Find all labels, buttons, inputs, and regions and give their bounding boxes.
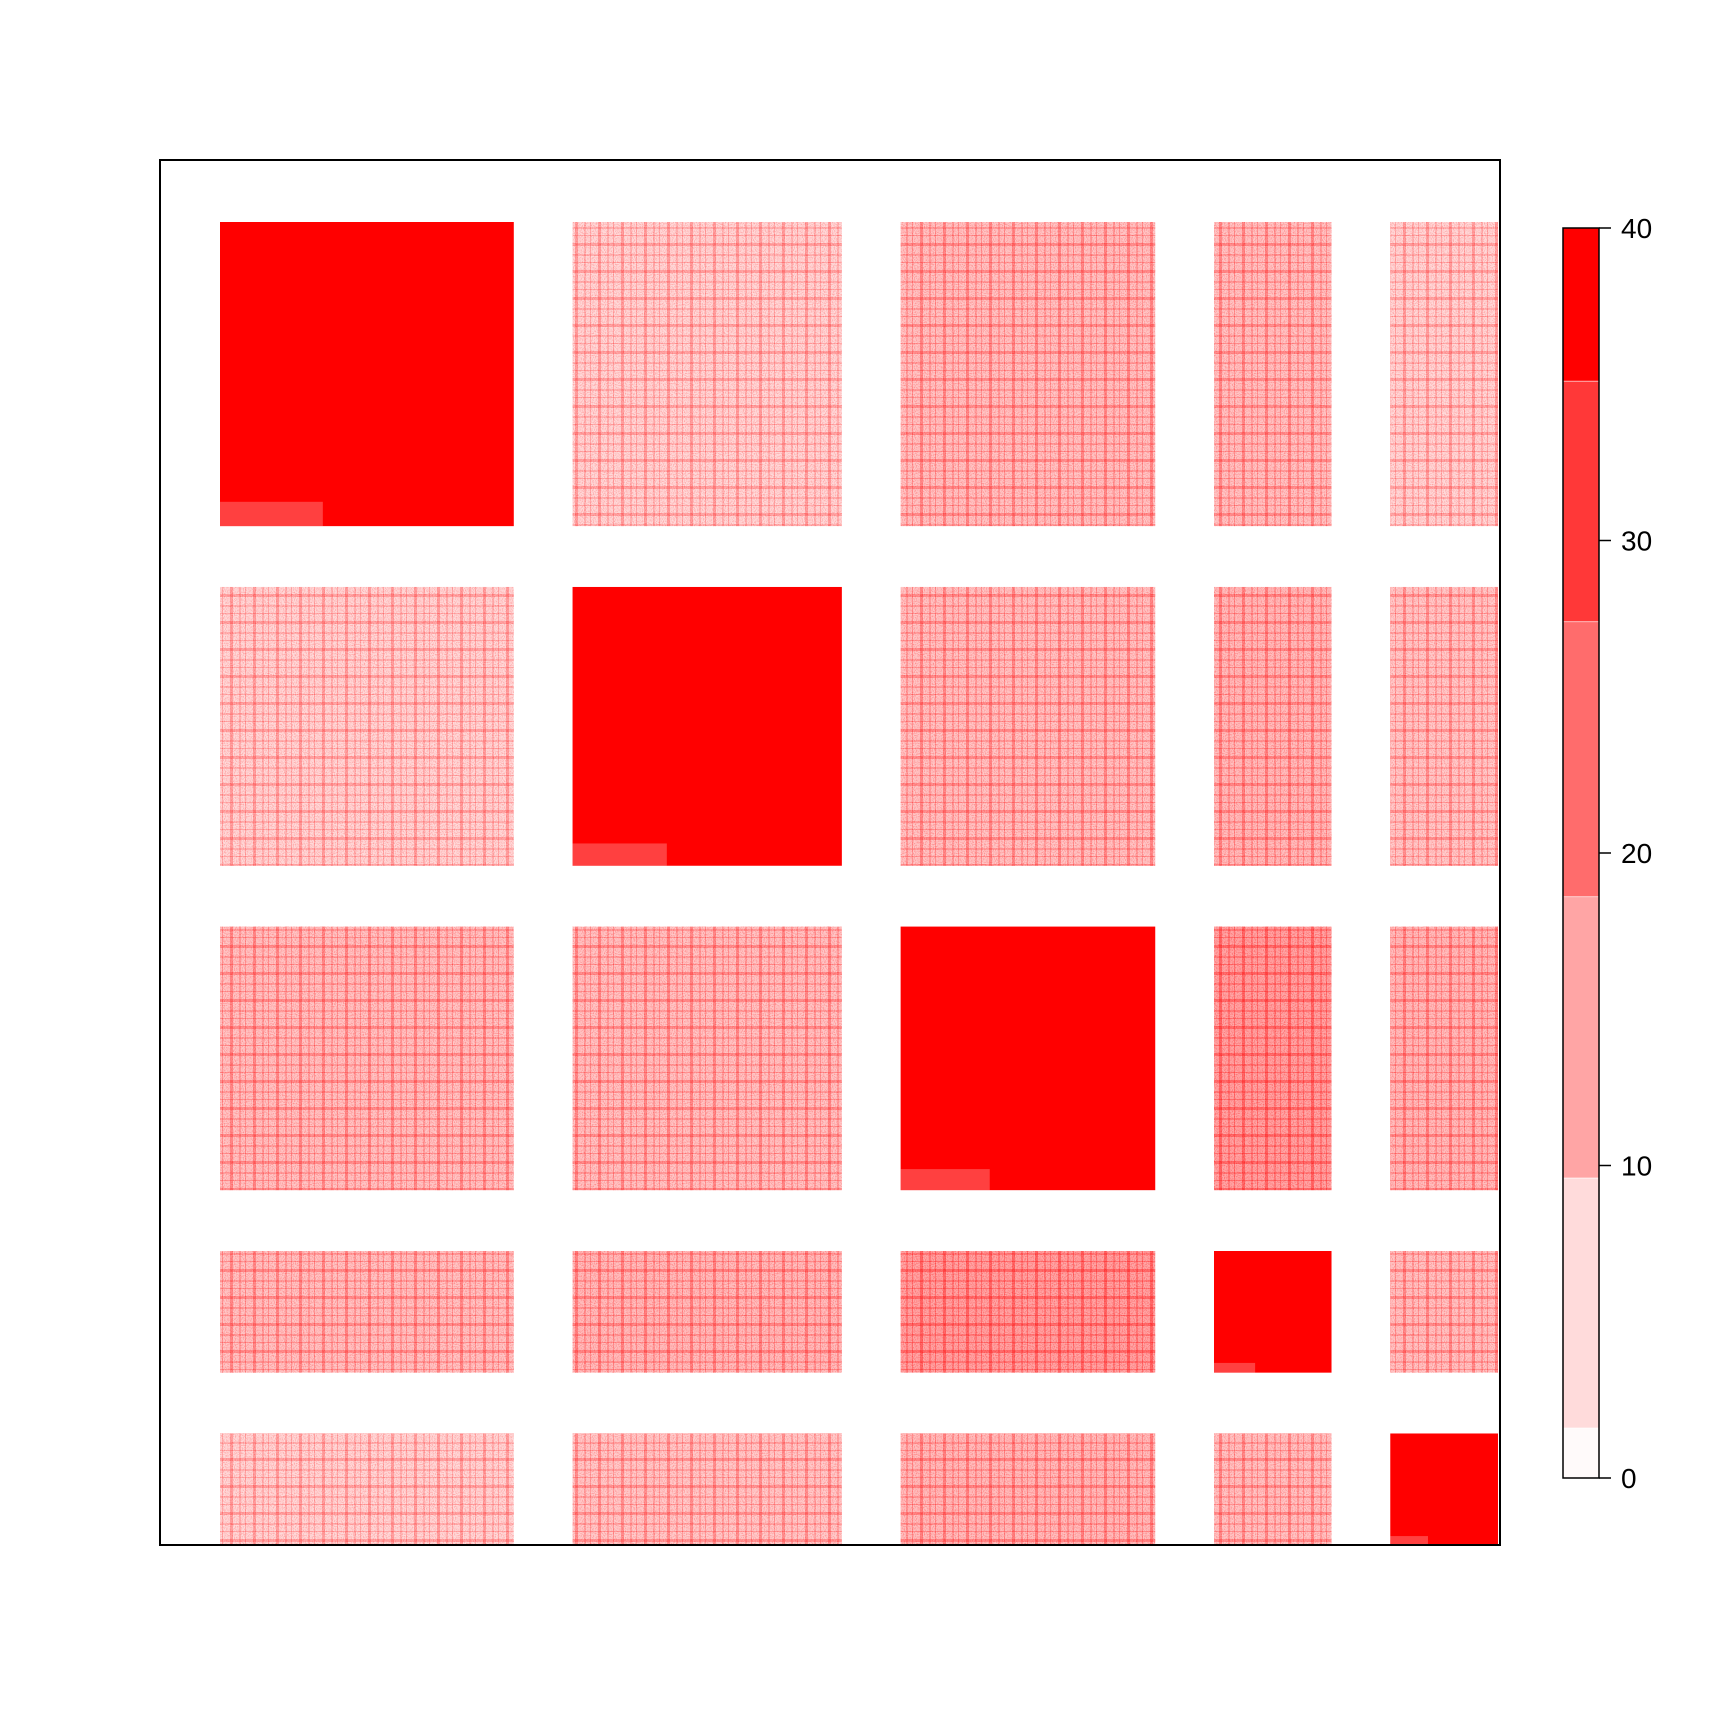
colorbar-tick-label-0: 0 [1621,1463,1637,1494]
heatmap-block-3-4 [1214,926,1332,1191]
colorbar-tick-label-20: 20 [1621,838,1652,869]
heatmap-block-2-3 [900,586,1156,866]
heatmap-block-2-5 [1390,586,1498,866]
heatmap-block-1-1 [220,222,514,527]
heatmap-block-1-5 [1390,222,1498,527]
heatmap-block-3-5 [1390,926,1498,1191]
colorbar-step-3 [1562,621,1600,898]
heatmap-block-5-1 [220,1433,514,1545]
heatmap-block-2-1 [220,586,514,866]
colorbar-tick-label-30: 30 [1621,526,1652,557]
heatmap-block-2-2 [572,586,842,866]
colorbar-step-5 [1562,227,1600,382]
heatmap-block-4-3 [900,1251,1156,1373]
heatmap-block-5-3 [900,1433,1156,1545]
colorbar-tick-label-40: 40 [1621,213,1652,244]
heatmap-block-4-5 [1390,1251,1498,1373]
heatmap-block-2-4 [1214,586,1332,866]
colorbar-step-4 [1562,380,1600,623]
heatmap-block-5-2 [572,1433,842,1545]
heatmap-block-4-2 [572,1251,842,1373]
heatmap-block-3-2 [572,926,842,1191]
colorbar: 0 10 20 30 40 [1562,213,1652,1494]
heatmap-block-4-4 [1214,1251,1332,1373]
colorbar-step-1 [1562,1177,1600,1429]
heatmap-block-1-2 [572,222,842,527]
colorbar-step-2 [1562,896,1600,1179]
colorbar-tick-label-10: 10 [1621,1151,1652,1182]
heatmap-block-3-1 [220,926,514,1191]
heatmap-block-3-3 [900,926,1156,1191]
heatmap-block-5-4 [1214,1433,1332,1545]
heatmap-block-4-1 [220,1251,514,1373]
colorbar-step-0 [1562,1427,1600,1479]
heatmap-block-5-5 [1390,1433,1498,1545]
plot-frame [159,159,1501,1546]
heatmap-block-1-4 [1214,222,1332,527]
heatmap-cells [220,222,1498,1545]
heatmap-block-1-3 [900,222,1156,527]
